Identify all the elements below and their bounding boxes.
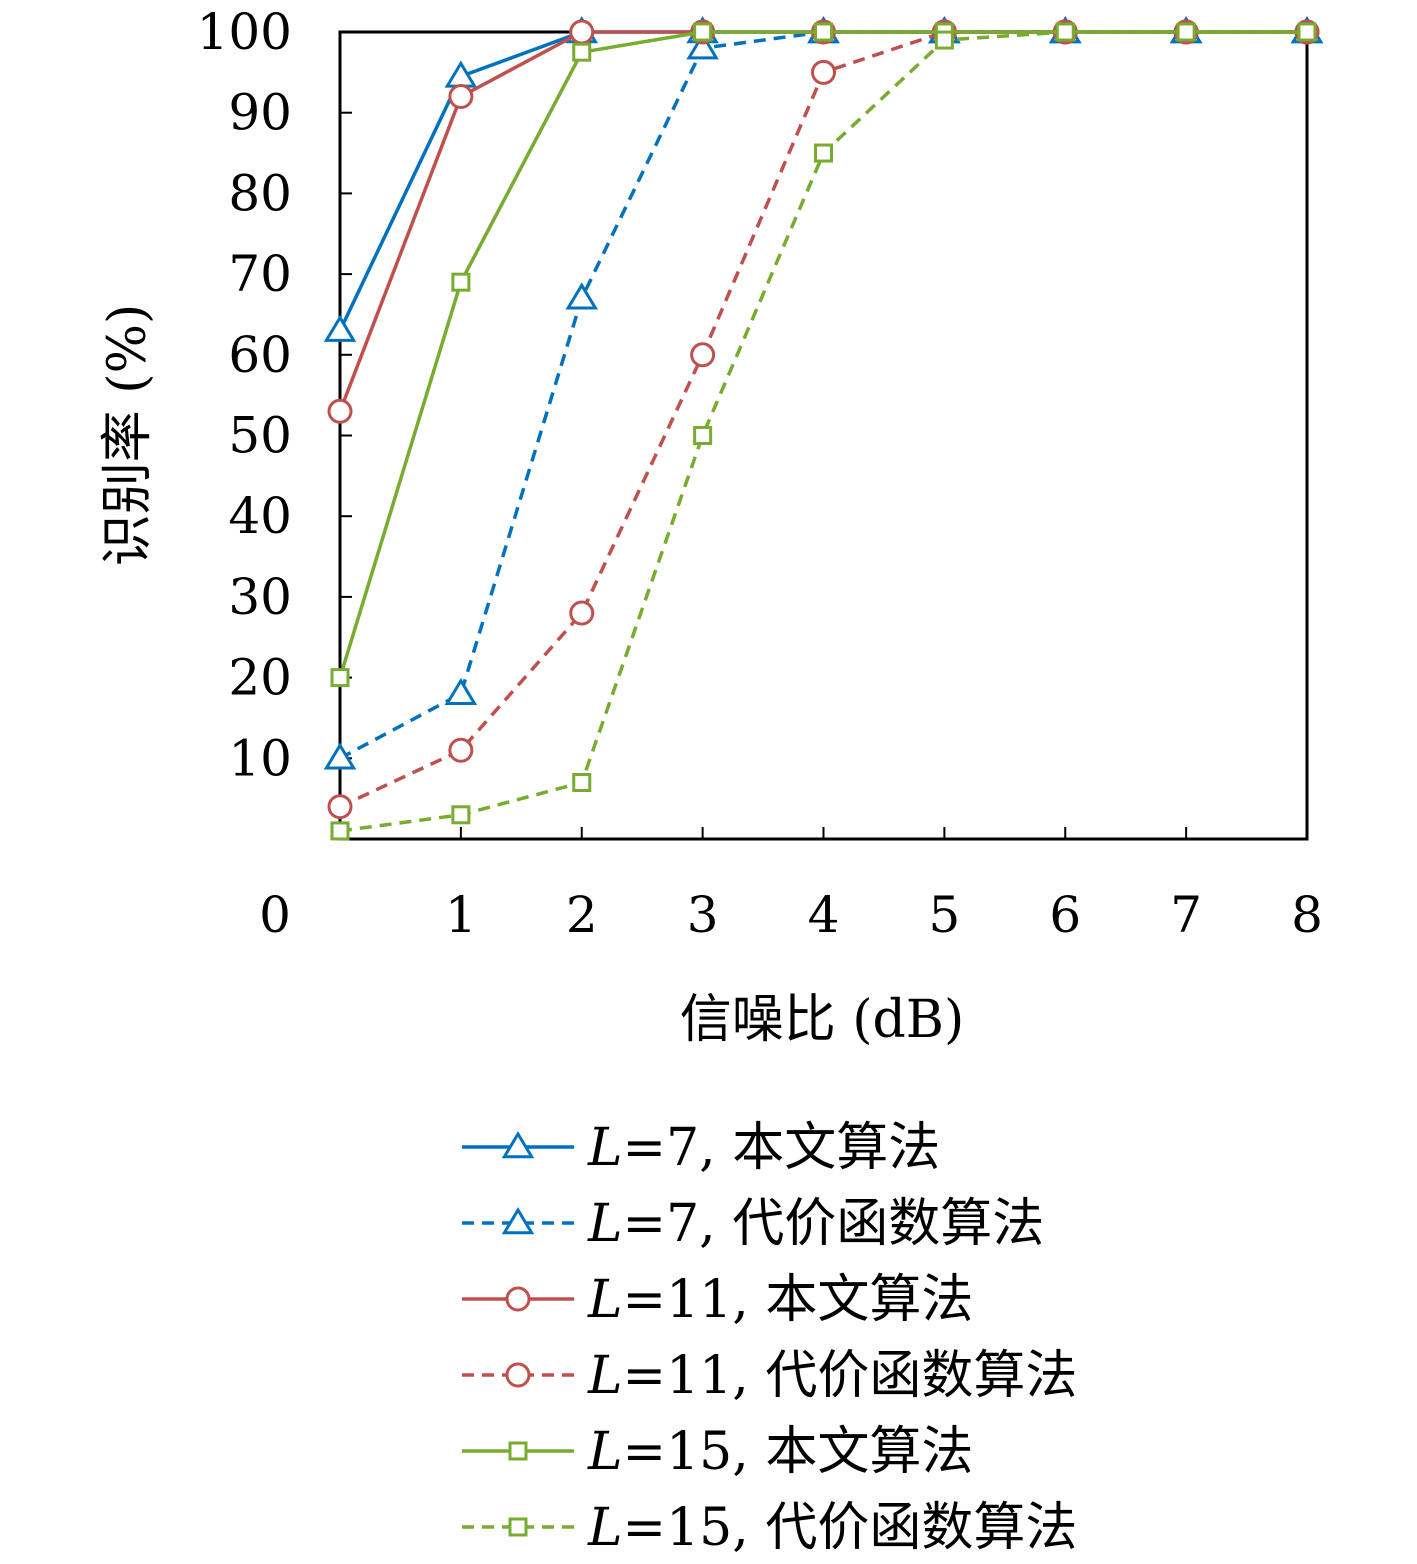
data-point	[693, 426, 713, 445]
y-tick-label: 20	[228, 649, 292, 707]
x-axis-ticks: 0 1 2 3 4 5 6 7 8	[259, 827, 1323, 944]
x-tick-label: 5	[928, 886, 960, 944]
legend-label: L=15, 代价函数算法	[587, 1498, 1077, 1558]
x-tick-label: 8	[1291, 886, 1323, 944]
legend-marker	[501, 1131, 535, 1159]
series-line	[339, 30, 1307, 760]
data-point	[814, 143, 833, 163]
data-point	[451, 272, 471, 292]
data-point	[451, 805, 471, 825]
data-point	[690, 342, 716, 368]
legend-entry: L=15, 本文算法	[462, 1422, 973, 1482]
legend: L=7, 本文算法 L=7, 代价函数算法 L=11, 本文算法 L=11, 代价函数…	[462, 1118, 1077, 1558]
series-1	[323, 16, 1324, 770]
data-point	[686, 32, 719, 60]
y-tick-label: 30	[228, 568, 292, 626]
x-tick-label: 1	[445, 886, 477, 944]
series-line	[338, 30, 1307, 412]
data-point	[811, 59, 836, 85]
legend-entry: L=15, 代价函数算法	[462, 1498, 1077, 1558]
series-5	[330, 22, 1317, 841]
y-tick-label: 90	[228, 84, 292, 142]
data-point	[323, 314, 357, 342]
data-point	[330, 821, 350, 841]
data-point	[565, 282, 599, 310]
data-point	[448, 737, 474, 763]
data-point	[814, 22, 833, 42]
y-tick-label: 40	[228, 487, 292, 545]
data-point	[444, 677, 478, 705]
data-point	[572, 773, 592, 793]
data-point	[448, 84, 474, 110]
data-point	[572, 42, 592, 62]
data-point	[327, 794, 353, 820]
x-tick-label: 4	[808, 886, 840, 944]
data-point	[1297, 22, 1317, 42]
x-tick-label: 0	[259, 886, 291, 944]
data-point	[934, 30, 954, 50]
legend-marker	[505, 1362, 531, 1388]
y-axis-label: 识别率 (%)	[98, 304, 158, 567]
x-tick-label: 3	[687, 886, 719, 944]
y-tick-label: 50	[228, 407, 292, 465]
x-axis-label: 信噪比 (dB)	[680, 990, 965, 1050]
data-point	[444, 60, 478, 88]
legend-label: L=7, 本文算法	[587, 1118, 940, 1178]
data-point	[569, 19, 595, 45]
legend-label: L=11, 本文算法	[587, 1270, 973, 1330]
legend-marker	[508, 1441, 528, 1461]
legend-entry: L=11, 本文算法	[462, 1270, 973, 1330]
y-tick-label: 10	[228, 729, 292, 787]
legend-marker	[505, 1286, 531, 1312]
legend-label: L=15, 本文算法	[587, 1422, 973, 1482]
legend-label: L=11, 代价函数算法	[587, 1346, 1077, 1406]
x-tick-label: 6	[1049, 886, 1081, 944]
data-point	[327, 398, 353, 424]
data-point	[1176, 22, 1196, 42]
legend-label: L=7, 代价函数算法	[587, 1194, 1044, 1254]
series-4	[330, 22, 1317, 688]
data-point	[323, 742, 357, 770]
y-tick-label: 60	[228, 326, 292, 384]
legend-entry: L=11, 代价函数算法	[462, 1346, 1077, 1406]
x-tick-label: 2	[566, 886, 598, 944]
x-tick-label: 7	[1170, 886, 1202, 944]
legend-marker	[501, 1207, 535, 1235]
data-point	[693, 22, 713, 42]
data-point	[330, 668, 350, 688]
data-point	[1055, 22, 1075, 42]
y-tick-label: 70	[228, 245, 292, 303]
legend-entry: L=7, 本文算法	[462, 1118, 940, 1178]
y-tick-label: 80	[228, 164, 292, 222]
series-layer	[323, 16, 1324, 841]
legend-marker	[508, 1517, 528, 1537]
series-3	[327, 19, 1320, 820]
y-axis-ticks: 10 20 30 40 50 60 70 80 90 100	[197, 3, 352, 787]
y-tick-label: 100	[197, 3, 292, 61]
data-point	[569, 600, 595, 626]
series-line	[338, 30, 1307, 679]
legend-entry: L=7, 代价函数算法	[462, 1194, 1044, 1254]
